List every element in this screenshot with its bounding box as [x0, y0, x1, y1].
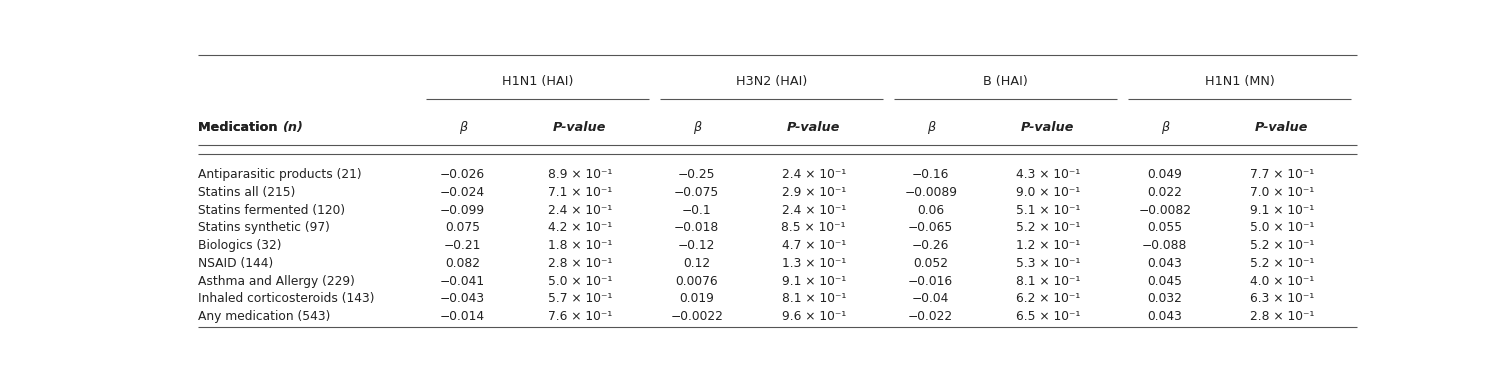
- Text: P-value: P-value: [787, 121, 841, 135]
- Text: 0.075: 0.075: [445, 221, 480, 234]
- Text: 2.9 × 10⁻¹: 2.9 × 10⁻¹: [782, 186, 846, 199]
- Text: 9.1 × 10⁻¹: 9.1 × 10⁻¹: [1250, 204, 1314, 216]
- Text: H1N1 (HAI): H1N1 (HAI): [501, 75, 574, 88]
- Text: Asthma and Allergy (229): Asthma and Allergy (229): [198, 274, 355, 288]
- Text: −0.024: −0.024: [439, 186, 485, 199]
- Text: 7.0 × 10⁻¹: 7.0 × 10⁻¹: [1250, 186, 1314, 199]
- Text: 0.019: 0.019: [680, 292, 714, 305]
- Text: −0.1: −0.1: [683, 204, 711, 216]
- Text: −0.065: −0.065: [908, 221, 953, 234]
- Text: Medication: Medication: [198, 121, 282, 135]
- Text: Medication: Medication: [198, 121, 282, 135]
- Text: β: β: [459, 121, 467, 135]
- Text: 0.052: 0.052: [914, 257, 948, 270]
- Text: Statins fermented (120): Statins fermented (120): [198, 204, 346, 216]
- Text: 0.043: 0.043: [1148, 257, 1182, 270]
- Text: 1.2 × 10⁻¹: 1.2 × 10⁻¹: [1016, 239, 1080, 252]
- Text: 9.1 × 10⁻¹: 9.1 × 10⁻¹: [782, 274, 846, 288]
- Text: 4.7 × 10⁻¹: 4.7 × 10⁻¹: [782, 239, 846, 252]
- Text: 6.2 × 10⁻¹: 6.2 × 10⁻¹: [1016, 292, 1080, 305]
- Text: (n): (n): [282, 121, 304, 135]
- Text: 8.9 × 10⁻¹: 8.9 × 10⁻¹: [548, 168, 612, 181]
- Text: 5.3 × 10⁻¹: 5.3 × 10⁻¹: [1016, 257, 1080, 270]
- Text: 4.0 × 10⁻¹: 4.0 × 10⁻¹: [1250, 274, 1314, 288]
- Text: 0.049: 0.049: [1148, 168, 1182, 181]
- Text: 4.3 × 10⁻¹: 4.3 × 10⁻¹: [1016, 168, 1080, 181]
- Text: −0.12: −0.12: [678, 239, 716, 252]
- Text: −0.0082: −0.0082: [1139, 204, 1191, 216]
- Text: −0.26: −0.26: [912, 239, 950, 252]
- Text: −0.018: −0.018: [673, 221, 719, 234]
- Text: 2.8 × 10⁻¹: 2.8 × 10⁻¹: [548, 257, 612, 270]
- Text: 0.022: 0.022: [1148, 186, 1182, 199]
- Text: 2.4 × 10⁻¹: 2.4 × 10⁻¹: [782, 204, 846, 216]
- Text: 5.2 × 10⁻¹: 5.2 × 10⁻¹: [1016, 221, 1080, 234]
- Text: 5.2 × 10⁻¹: 5.2 × 10⁻¹: [1250, 239, 1314, 252]
- Text: 6.3 × 10⁻¹: 6.3 × 10⁻¹: [1250, 292, 1314, 305]
- Text: Statins all (215): Statins all (215): [198, 186, 296, 199]
- Text: H3N2 (HAI): H3N2 (HAI): [735, 75, 808, 88]
- Text: 0.055: 0.055: [1148, 221, 1182, 234]
- Text: −0.0089: −0.0089: [904, 186, 957, 199]
- Text: −0.075: −0.075: [673, 186, 719, 199]
- Text: 0.045: 0.045: [1148, 274, 1182, 288]
- Text: 9.0 × 10⁻¹: 9.0 × 10⁻¹: [1016, 186, 1080, 199]
- Text: 7.1 × 10⁻¹: 7.1 × 10⁻¹: [548, 186, 612, 199]
- Text: Antiparasitic products (21): Antiparasitic products (21): [198, 168, 362, 181]
- Text: −0.25: −0.25: [678, 168, 716, 181]
- Text: B (HAI): B (HAI): [983, 75, 1028, 88]
- Text: Inhaled corticosteroids (143): Inhaled corticosteroids (143): [198, 292, 374, 305]
- Text: 4.2 × 10⁻¹: 4.2 × 10⁻¹: [548, 221, 612, 234]
- Text: −0.022: −0.022: [908, 310, 953, 323]
- Text: P-value: P-value: [1021, 121, 1075, 135]
- Text: P-value: P-value: [1255, 121, 1309, 135]
- Text: Any medication (543): Any medication (543): [198, 310, 331, 323]
- Text: 0.06: 0.06: [917, 204, 944, 216]
- Text: 6.5 × 10⁻¹: 6.5 × 10⁻¹: [1016, 310, 1080, 323]
- Text: 2.8 × 10⁻¹: 2.8 × 10⁻¹: [1250, 310, 1314, 323]
- Text: −0.16: −0.16: [912, 168, 950, 181]
- Text: 7.7 × 10⁻¹: 7.7 × 10⁻¹: [1250, 168, 1314, 181]
- Text: β: β: [693, 121, 701, 135]
- Text: 0.082: 0.082: [445, 257, 480, 270]
- Text: 5.2 × 10⁻¹: 5.2 × 10⁻¹: [1250, 257, 1314, 270]
- Text: 7.6 × 10⁻¹: 7.6 × 10⁻¹: [548, 310, 612, 323]
- Text: 0.0076: 0.0076: [675, 274, 719, 288]
- Text: −0.041: −0.041: [439, 274, 485, 288]
- Text: 2.4 × 10⁻¹: 2.4 × 10⁻¹: [548, 204, 612, 216]
- Text: β: β: [927, 121, 935, 135]
- Text: −0.0022: −0.0022: [670, 310, 723, 323]
- Text: −0.043: −0.043: [439, 292, 485, 305]
- Text: 5.0 × 10⁻¹: 5.0 × 10⁻¹: [1250, 221, 1314, 234]
- Text: NSAID (144): NSAID (144): [198, 257, 273, 270]
- Text: 1.8 × 10⁻¹: 1.8 × 10⁻¹: [548, 239, 612, 252]
- Text: −0.21: −0.21: [444, 239, 482, 252]
- Text: 9.6 × 10⁻¹: 9.6 × 10⁻¹: [782, 310, 846, 323]
- Text: −0.099: −0.099: [439, 204, 485, 216]
- Text: Biologics (32): Biologics (32): [198, 239, 281, 252]
- Text: Statins synthetic (97): Statins synthetic (97): [198, 221, 331, 234]
- Text: 5.0 × 10⁻¹: 5.0 × 10⁻¹: [548, 274, 612, 288]
- Text: 0.12: 0.12: [683, 257, 710, 270]
- Text: −0.016: −0.016: [908, 274, 953, 288]
- Text: −0.014: −0.014: [439, 310, 485, 323]
- Text: P-value: P-value: [553, 121, 607, 135]
- Text: 8.1 × 10⁻¹: 8.1 × 10⁻¹: [782, 292, 846, 305]
- Text: −0.026: −0.026: [439, 168, 485, 181]
- Text: 1.3 × 10⁻¹: 1.3 × 10⁻¹: [782, 257, 846, 270]
- Text: 5.7 × 10⁻¹: 5.7 × 10⁻¹: [548, 292, 612, 305]
- Text: 8.1 × 10⁻¹: 8.1 × 10⁻¹: [1016, 274, 1080, 288]
- Text: −0.088: −0.088: [1142, 239, 1187, 252]
- Text: 0.043: 0.043: [1148, 310, 1182, 323]
- Text: 5.1 × 10⁻¹: 5.1 × 10⁻¹: [1016, 204, 1080, 216]
- Text: β: β: [1161, 121, 1169, 135]
- Text: −0.04: −0.04: [912, 292, 950, 305]
- Text: H1N1 (MN): H1N1 (MN): [1205, 75, 1274, 88]
- Text: 2.4 × 10⁻¹: 2.4 × 10⁻¹: [782, 168, 846, 181]
- Text: 0.032: 0.032: [1148, 292, 1182, 305]
- Text: 8.5 × 10⁻¹: 8.5 × 10⁻¹: [782, 221, 846, 234]
